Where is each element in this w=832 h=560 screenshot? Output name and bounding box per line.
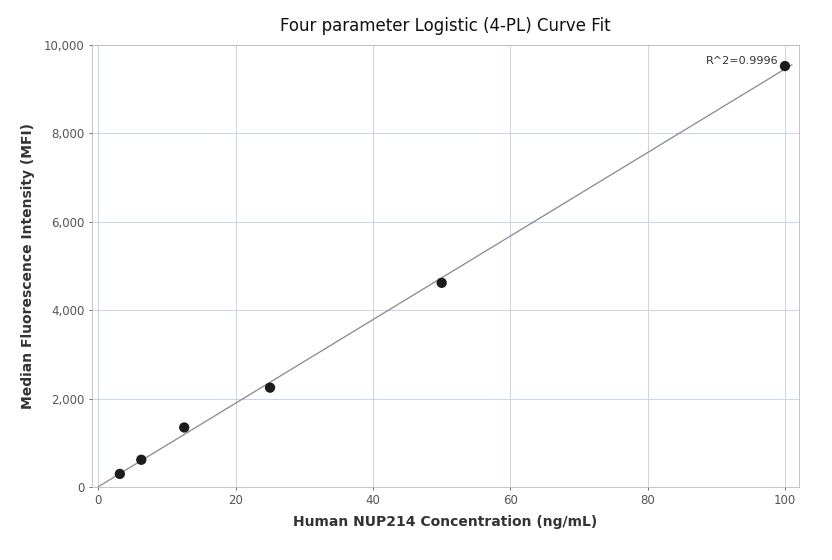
Point xyxy=(113,469,126,478)
Title: Four parameter Logistic (4-PL) Curve Fit: Four parameter Logistic (4-PL) Curve Fit xyxy=(280,17,611,35)
X-axis label: Human NUP214 Concentration (ng/mL): Human NUP214 Concentration (ng/mL) xyxy=(293,515,597,529)
Point xyxy=(264,383,277,392)
Point xyxy=(435,278,448,287)
Point xyxy=(778,62,791,71)
Text: R^2=0.9996: R^2=0.9996 xyxy=(706,56,778,66)
Y-axis label: Median Fluorescence Intensity (MFI): Median Fluorescence Intensity (MFI) xyxy=(22,123,36,409)
Point xyxy=(177,423,191,432)
Point xyxy=(135,455,148,464)
